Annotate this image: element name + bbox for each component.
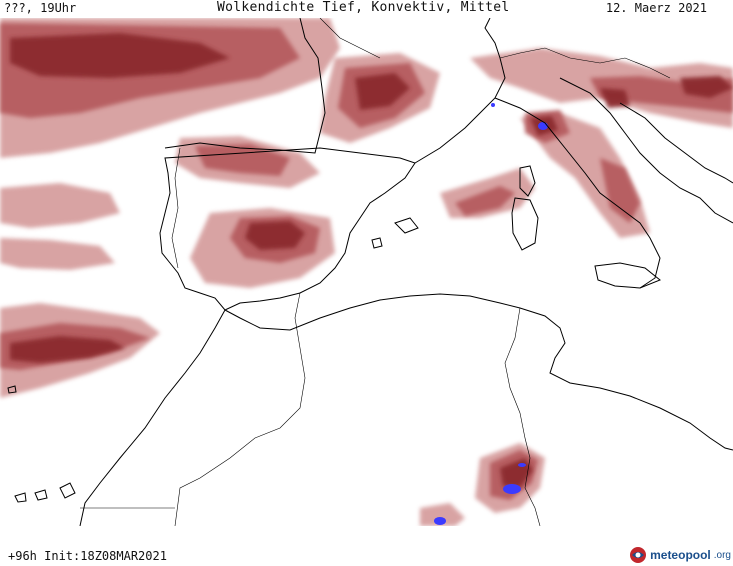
meteopool-globe-icon <box>630 547 647 563</box>
logo-brand: meteopool <box>650 548 711 562</box>
borders <box>80 18 671 526</box>
map-title: Wolkendichte Tief, Konvektiv, Mittel <box>217 0 510 15</box>
valid-date: 12. Maerz 2021 <box>605 1 707 15</box>
meteopool-logo[interactable]: meteopool .org <box>629 545 731 565</box>
map-canvas <box>0 18 733 526</box>
convective-spots <box>434 103 548 525</box>
footer-bar: +96h Init:18Z08MAR2021 meteopool .org <box>0 526 733 566</box>
valid-time-label: ???, 19Uhr <box>4 1 77 15</box>
model-run-info: +96h Init:18Z08MAR2021 <box>8 549 167 563</box>
cloud-layer-dark <box>10 33 733 488</box>
header-bar: ???, 19Uhr Wolkendichte Tief, Konvektiv,… <box>0 0 733 18</box>
weather-map[interactable] <box>0 18 733 526</box>
coastlines <box>7 18 733 526</box>
logo-tld: .org <box>713 549 731 561</box>
